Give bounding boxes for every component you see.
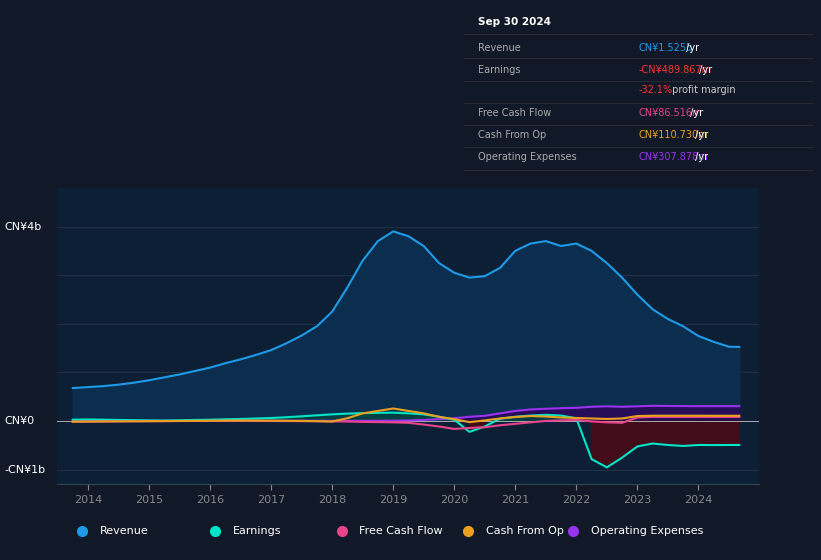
Text: /yr: /yr (696, 65, 713, 75)
Text: -32.1%: -32.1% (639, 86, 672, 96)
Text: /yr: /yr (692, 130, 708, 140)
Text: Earnings: Earnings (478, 65, 521, 75)
Text: profit margin: profit margin (669, 86, 736, 96)
Text: CN¥110.730m: CN¥110.730m (639, 130, 708, 140)
Text: Revenue: Revenue (478, 43, 521, 53)
Text: /yr: /yr (682, 43, 699, 53)
Text: Free Cash Flow: Free Cash Flow (360, 526, 443, 535)
Text: /yr: /yr (687, 108, 704, 118)
Text: Earnings: Earnings (233, 526, 282, 535)
Text: CN¥1.525b: CN¥1.525b (639, 43, 693, 53)
Text: CN¥0: CN¥0 (4, 416, 34, 426)
Text: -CN¥1b: -CN¥1b (4, 465, 45, 475)
Text: CN¥4b: CN¥4b (4, 222, 41, 231)
Text: Operating Expenses: Operating Expenses (478, 152, 576, 162)
Text: CN¥307.878m: CN¥307.878m (639, 152, 708, 162)
Text: Operating Expenses: Operating Expenses (591, 526, 704, 535)
Text: CN¥86.516m: CN¥86.516m (639, 108, 702, 118)
Text: Revenue: Revenue (99, 526, 149, 535)
Text: Cash From Op: Cash From Op (486, 526, 563, 535)
Text: Free Cash Flow: Free Cash Flow (478, 108, 551, 118)
Text: -CN¥489.867m: -CN¥489.867m (639, 65, 712, 75)
Text: Sep 30 2024: Sep 30 2024 (478, 17, 551, 27)
Text: /yr: /yr (692, 152, 708, 162)
Text: Cash From Op: Cash From Op (478, 130, 546, 140)
